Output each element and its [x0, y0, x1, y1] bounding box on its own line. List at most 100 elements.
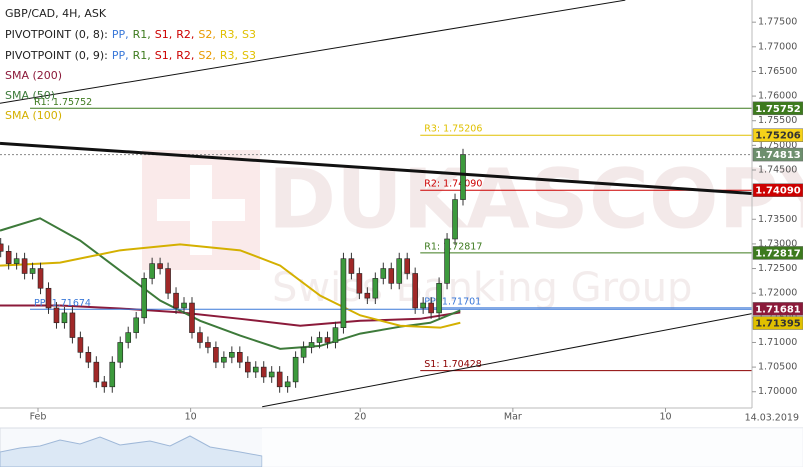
candle-body — [53, 307, 60, 324]
candle-body — [93, 361, 100, 383]
pivot-legend-item: PP, — [112, 49, 129, 62]
pivot-legend-item: S1, — [155, 49, 172, 62]
candle-body — [284, 381, 291, 388]
y-tick-label: 1.75000 — [758, 140, 797, 151]
trendline — [262, 313, 753, 408]
candle-body — [77, 337, 84, 353]
price-box — [752, 147, 803, 162]
pivot-label: S1: 1.70428 — [424, 359, 482, 370]
candle-body — [229, 352, 235, 358]
candle-body — [45, 287, 52, 309]
pivot-legend-item: S2, — [198, 28, 215, 41]
pivot-legend-name: PIVOTPOINT (0, 9): — [5, 49, 108, 62]
pivot-legend-item: R2, — [176, 49, 194, 62]
pivot-legend: PIVOTPOINT (0, 9): PP, R1, S1, R2, S2, R3, S3 — [5, 49, 256, 62]
trendline — [0, 0, 626, 104]
candle-body — [324, 337, 331, 343]
pivot-label: R2: 1.74090 — [424, 179, 482, 190]
candle-body — [412, 273, 418, 309]
pivot-label: R1: 1.72817 — [424, 241, 482, 252]
candle-body — [101, 381, 108, 388]
y-tick-label: 1.70500 — [758, 362, 797, 373]
navigator-window — [262, 428, 803, 467]
candle-body — [0, 243, 4, 252]
candle-body — [396, 258, 403, 284]
candle-body — [5, 251, 12, 264]
pivot-legend-item: R2, — [176, 28, 194, 41]
candle-body — [404, 258, 411, 274]
candle-body — [436, 283, 442, 314]
candle-body — [13, 258, 20, 264]
candle-body — [37, 268, 44, 289]
pivot-legend: PIVOTPOINT (0, 8): PP, R1, S1, R2, S2, R3, S3 — [5, 28, 256, 41]
candle-body — [332, 327, 339, 343]
x-tick-label: Feb — [30, 412, 47, 423]
candle-body — [157, 263, 163, 269]
candle-body — [149, 263, 155, 279]
pivot-label: R3: 1.75206 — [424, 124, 482, 135]
pivot-label: R1: 1.75752 — [34, 97, 92, 108]
pivot-legend-name: PIVOTPOINT (0, 8): — [5, 28, 108, 41]
candle-body — [380, 268, 387, 279]
candle-body — [21, 258, 28, 274]
candle-body — [205, 342, 211, 348]
legend: GBP/CAD, 4H, ASK PIVOTPOINT (0, 8): PP, R1,… — [5, 7, 256, 122]
price-box-label: 1.72817 — [755, 248, 801, 259]
candle-body — [428, 302, 434, 314]
y-tick-label: 1.74500 — [758, 165, 797, 176]
x-tick-label: 20 — [354, 412, 366, 423]
pivot-legend-item: S2, — [198, 49, 215, 62]
candle-body — [117, 342, 124, 363]
y-tick-label: 1.75500 — [758, 115, 797, 126]
price-box — [752, 183, 803, 197]
watermark-subtext: Swiss Banking Group — [272, 265, 692, 311]
candle-body — [244, 361, 251, 373]
candle-body — [252, 366, 259, 373]
pivot-legend-item: S3 — [242, 28, 256, 41]
candle-body — [420, 302, 426, 309]
candle-body — [29, 268, 36, 274]
candle-body — [364, 292, 371, 299]
candle-body — [61, 312, 68, 324]
candle-body — [189, 302, 195, 333]
y-tick-label: 1.72500 — [758, 263, 797, 274]
price-box-label: 1.71395 — [755, 319, 801, 330]
x-tick-label: 10 — [659, 412, 671, 423]
pivot-legend-item: R3, — [220, 49, 238, 62]
candle-body — [85, 352, 92, 363]
candle-body — [141, 278, 147, 319]
candle-body — [173, 292, 179, 309]
candle-body — [268, 371, 275, 378]
candle-body — [221, 356, 227, 363]
candle-body — [348, 258, 355, 274]
price-box — [752, 246, 803, 260]
price-box-label: 1.74090 — [755, 186, 801, 197]
y-tick-label: 1.71000 — [758, 337, 797, 348]
candle-body — [452, 199, 458, 240]
price-box — [752, 128, 803, 142]
candle-body — [133, 317, 139, 333]
candle-body — [340, 258, 347, 328]
pivot-legend-item: S1, — [155, 28, 172, 41]
pivot-label: PP: 1.71701 — [424, 296, 481, 307]
y-tick-label: 1.77500 — [758, 17, 797, 28]
symbol-title: GBP/CAD, 4H, ASK — [5, 7, 107, 20]
y-tick-label: 1.73500 — [758, 214, 797, 225]
watermark-logo-cross — [157, 199, 245, 221]
candle-body — [292, 356, 299, 383]
candle-body — [276, 371, 283, 388]
price-box-label: 1.74813 — [755, 150, 801, 161]
trendline — [0, 141, 753, 195]
candle-body — [181, 302, 187, 309]
pivot-label: PP: 1.71674 — [34, 298, 91, 309]
sma-line — [0, 304, 461, 327]
candle-body — [300, 347, 307, 358]
price-box-label: 1.75752 — [755, 104, 801, 115]
price-box-label: 1.71681 — [755, 304, 801, 315]
plot-area: R1: 1.75752 PP: 1.71674 R3: 1.75206 R2: 1.7… — [0, 0, 753, 408]
y-tick-label: 1.72000 — [758, 288, 797, 299]
candle-body — [69, 312, 76, 338]
candle-body — [197, 332, 203, 343]
y-tick-label: 1.70000 — [758, 386, 797, 397]
x-tick-label: Mar — [504, 412, 522, 423]
